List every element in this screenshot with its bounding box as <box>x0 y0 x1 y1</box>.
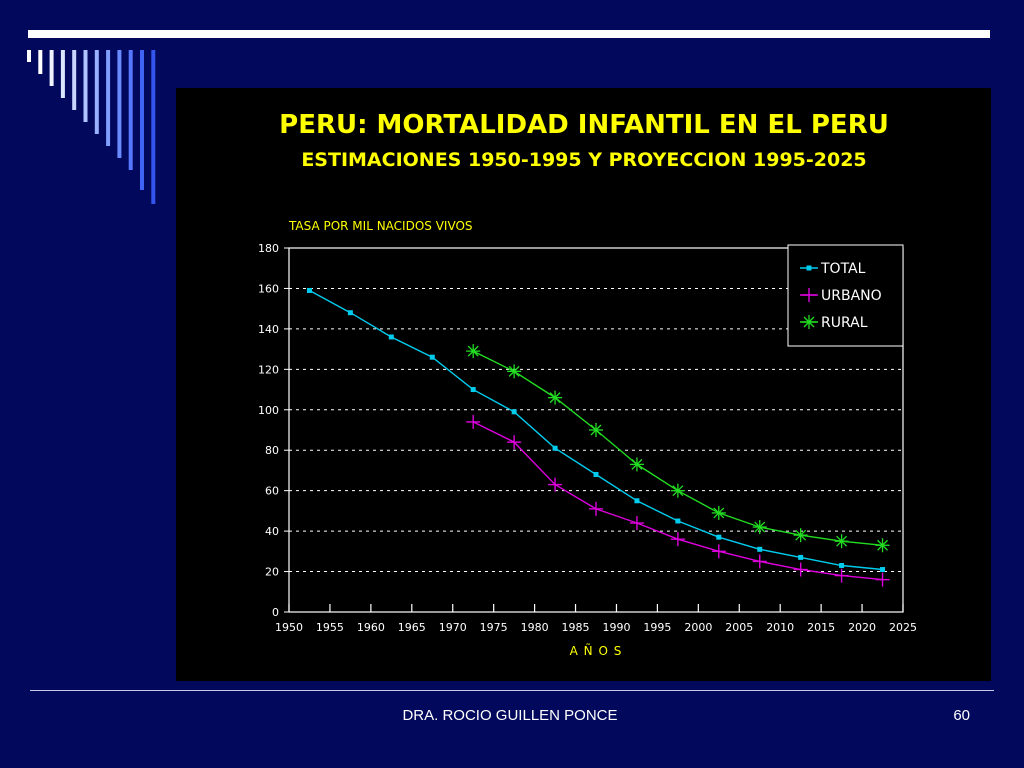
x-tick-label: 1995 <box>643 621 671 634</box>
y-tick-label: 120 <box>258 363 279 376</box>
data-point-total <box>675 518 681 524</box>
x-tick-label: 2005 <box>725 621 753 634</box>
y-tick-label: 0 <box>272 606 279 619</box>
y-tick-label: 80 <box>265 444 279 457</box>
x-tick-label: 2020 <box>848 621 876 634</box>
data-point-total <box>306 287 312 293</box>
data-point-rural <box>711 505 726 520</box>
decorative-bar <box>49 50 54 86</box>
data-point-total <box>429 354 435 360</box>
legend-label-rural: RURAL <box>821 315 868 331</box>
data-point-rural <box>793 528 808 543</box>
series-line-urbano <box>472 421 883 581</box>
y-axis-label: TASA POR MIL NACIDOS VIVOS <box>288 219 473 233</box>
y-tick-label: 100 <box>258 404 279 417</box>
page-number: 60 <box>953 707 970 724</box>
data-point-urbano <box>507 435 522 450</box>
x-tick-label: 1975 <box>480 621 508 634</box>
data-point-total <box>593 471 599 477</box>
data-point-urbano <box>589 501 603 516</box>
data-point-rural <box>507 364 522 379</box>
data-point-rural <box>629 457 644 472</box>
series-line-rural <box>472 350 883 546</box>
data-point-rural <box>548 390 563 405</box>
bottom-rule <box>30 690 994 691</box>
data-point-rural <box>834 534 849 549</box>
data-point-urbano <box>711 544 726 559</box>
x-tick-label: 2025 <box>889 621 917 634</box>
data-point-urbano <box>466 414 481 429</box>
data-point-urbano <box>834 568 849 583</box>
x-tick-label: 1950 <box>275 621 303 634</box>
x-tick-label: 1980 <box>521 621 549 634</box>
x-tick-label: 1970 <box>439 621 467 634</box>
mortality-chart: PERU: MORTALIDAD INFANTIL EN EL PERU EST… <box>258 110 917 658</box>
x-tick-label: 1955 <box>316 621 344 634</box>
data-point-urbano <box>875 572 890 587</box>
data-point-total <box>839 562 845 568</box>
data-point-urbano <box>752 554 767 569</box>
x-tick-label: 1985 <box>562 621 590 634</box>
legend-marker-total <box>806 265 812 271</box>
y-tick-label: 180 <box>258 242 279 255</box>
x-tick-label: 1965 <box>398 621 426 634</box>
data-point-total <box>470 387 476 393</box>
legend-marker-rural <box>802 315 816 329</box>
chart-subtitle: ESTIMACIONES 1950-1995 Y PROYECCION 1995… <box>301 149 866 171</box>
y-tick-label: 140 <box>258 323 279 336</box>
x-axis-label: A Ñ O S <box>570 643 623 658</box>
legend-marker-urbano <box>802 288 816 302</box>
chart-title: PERU: MORTALIDAD INFANTIL EN EL PERU <box>279 110 889 140</box>
data-point-urbano <box>548 477 563 492</box>
legend-label-total: TOTAL <box>820 261 866 277</box>
data-point-rural <box>466 344 481 359</box>
y-tick-label: 20 <box>265 566 279 579</box>
decorative-bar <box>106 50 111 146</box>
y-tick-label: 60 <box>265 485 279 498</box>
data-point-rural <box>589 423 603 437</box>
legend-label-urbano: URBANO <box>821 288 882 304</box>
data-point-total <box>798 554 804 560</box>
data-point-total <box>880 567 886 573</box>
data-point-total <box>347 310 353 316</box>
data-point-total <box>552 445 558 451</box>
x-tick-label: 1990 <box>602 621 630 634</box>
decorative-bar <box>83 50 88 122</box>
decorative-bar <box>38 50 43 74</box>
data-point-urbano <box>793 562 808 577</box>
decorative-bar <box>72 50 77 110</box>
y-tick-label: 160 <box>258 282 279 295</box>
top-rule <box>28 30 990 38</box>
data-point-total <box>511 409 517 415</box>
data-point-total <box>388 334 394 340</box>
decorative-bar <box>128 50 133 170</box>
decorative-bar <box>94 50 99 134</box>
plot-frame <box>288 247 904 613</box>
decorative-bar <box>60 50 65 98</box>
decorative-bar <box>117 50 122 158</box>
data-point-urbano <box>670 532 685 547</box>
x-tick-label: 1960 <box>357 621 385 634</box>
decorative-bar <box>151 50 156 204</box>
y-tick-label: 40 <box>265 525 279 538</box>
x-tick-label: 2010 <box>766 621 794 634</box>
data-point-total <box>716 534 722 540</box>
x-tick-label: 2000 <box>684 621 712 634</box>
decorative-bar <box>27 50 31 62</box>
footer-author: DRA. ROCIO GUILLEN PONCE <box>402 707 618 724</box>
data-point-rural <box>875 538 890 553</box>
data-point-urbano <box>629 516 644 531</box>
decorative-bars <box>27 50 156 204</box>
data-point-total <box>634 498 640 504</box>
data-point-total <box>757 546 763 552</box>
decorative-bar <box>140 50 144 190</box>
data-point-rural <box>670 483 685 498</box>
chart-panel: PERU: MORTALIDAD INFANTIL EN EL PERU EST… <box>176 88 991 681</box>
x-tick-label: 2015 <box>807 621 835 634</box>
data-point-rural <box>752 520 767 535</box>
